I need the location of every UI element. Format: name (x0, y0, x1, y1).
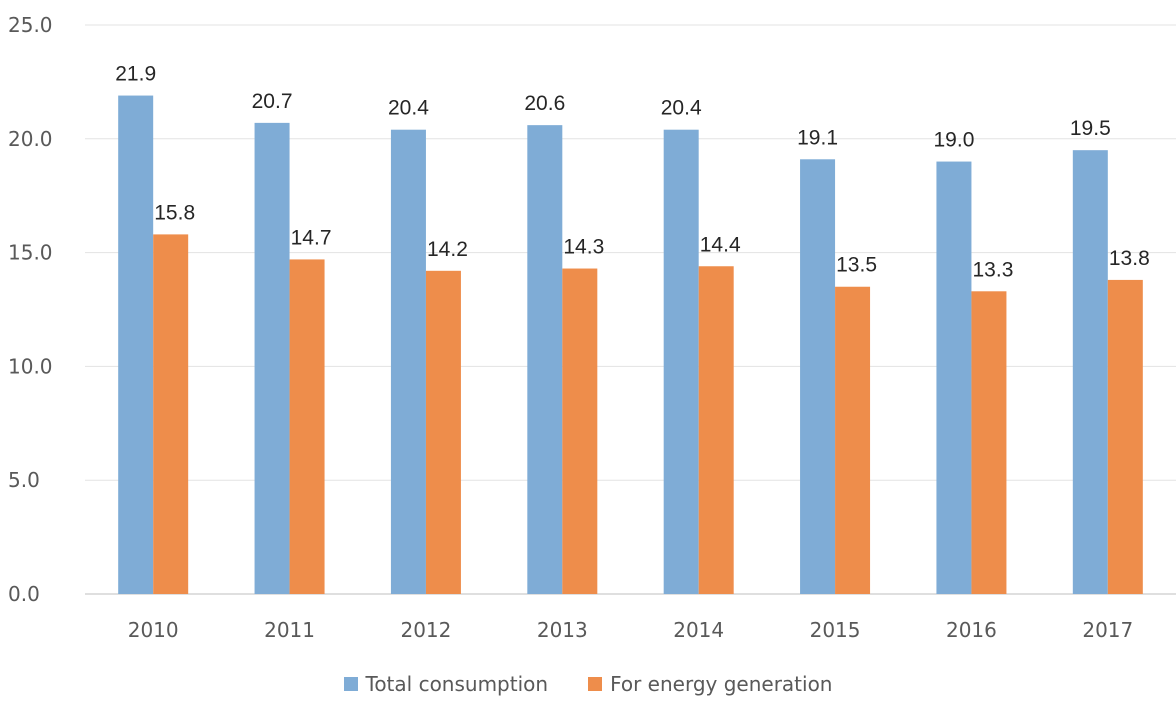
legend-swatch-total-consumption (343, 677, 358, 691)
data-label-total-consumption: 19.1 (797, 126, 838, 149)
data-label-total-consumption: 21.9 (115, 63, 156, 86)
x-tick-label: 2012 (400, 618, 451, 642)
bars (118, 95, 1143, 595)
bar-total-consumption (800, 159, 836, 594)
x-tick-label: 2015 (810, 618, 861, 642)
legend: Total consumption For energy generation (0, 672, 1176, 696)
data-label-total-consumption: 19.5 (1070, 117, 1111, 140)
bar-energy-generation (835, 286, 871, 594)
bar-energy-generation (153, 234, 189, 594)
y-tick-label: 25.0 (8, 13, 53, 37)
bar-energy-generation (562, 268, 598, 594)
legend-label-energy-generation: For energy generation (610, 672, 833, 696)
data-label-energy-generation: 14.7 (291, 226, 332, 249)
legend-item-total-consumption: Total consumption (343, 672, 549, 696)
x-tick-label: 2013 (537, 618, 588, 642)
y-tick-label: 10.0 (8, 354, 53, 378)
gridlines (85, 24, 1176, 595)
bar-total-consumption (936, 161, 972, 594)
y-tick-label: 0.0 (8, 582, 40, 606)
y-tick-label: 15.0 (8, 241, 53, 265)
data-label-energy-generation: 13.5 (836, 254, 877, 277)
x-tick-label: 2014 (673, 618, 724, 642)
data-label-total-consumption: 20.7 (252, 90, 293, 113)
x-axis: 2010 2011 2012 2013 2014 2015 2016 2017 (128, 618, 1134, 642)
bar-total-consumption (118, 95, 154, 594)
y-tick-label: 5.0 (8, 468, 40, 492)
data-label-energy-generation: 13.3 (973, 258, 1014, 281)
data-label-energy-generation: 13.8 (1109, 247, 1150, 270)
data-label-total-consumption: 20.4 (388, 97, 429, 120)
x-tick-label: 2010 (128, 618, 179, 642)
bar-energy-generation (425, 270, 461, 594)
bar-energy-generation (698, 266, 734, 594)
bar-energy-generation (289, 259, 325, 594)
bar-total-consumption (663, 129, 699, 595)
x-tick-label: 2017 (1082, 618, 1133, 642)
data-label-total-consumption: 20.4 (661, 97, 702, 120)
legend-swatch-energy-generation (588, 677, 603, 691)
y-axis: 0.0 5.0 10.0 15.0 20.0 25.0 (8, 13, 53, 606)
x-tick-label: 2016 (946, 618, 997, 642)
bar-energy-generation (1107, 279, 1143, 594)
legend-label-total-consumption: Total consumption (365, 672, 549, 696)
data-label-energy-generation: 15.8 (154, 201, 195, 224)
y-tick-label: 20.0 (8, 127, 53, 151)
data-label-total-consumption: 20.6 (524, 92, 565, 115)
data-label-energy-generation: 14.4 (700, 233, 741, 256)
bar-total-consumption (1072, 150, 1108, 594)
data-labels: 21.9 15.8 20.7 14.7 20.4 14.2 20.6 14.3 20.4 14.4… (115, 63, 1150, 282)
data-label-total-consumption: 19.0 (934, 129, 975, 152)
data-label-energy-generation: 14.2 (427, 238, 468, 261)
bar-total-consumption (390, 129, 426, 595)
bar-total-consumption (527, 125, 563, 595)
x-tick-label: 2011 (264, 618, 315, 642)
legend-item-energy-generation: For energy generation (588, 672, 832, 696)
bar-energy-generation (971, 291, 1007, 594)
bar-total-consumption (254, 122, 290, 595)
data-label-energy-generation: 14.3 (563, 236, 604, 259)
